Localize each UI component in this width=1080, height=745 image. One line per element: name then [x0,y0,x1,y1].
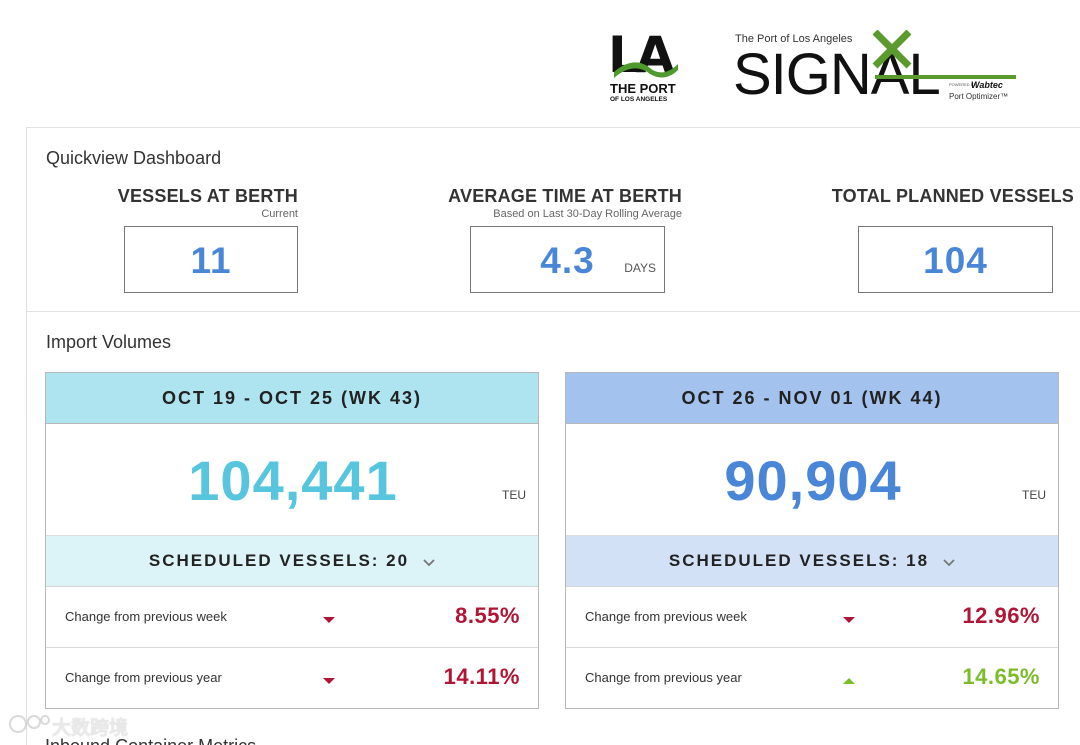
metric-box-vessels-at-berth[interactable]: 11 [124,226,298,293]
week-teu-value: 104,441 [188,449,398,512]
watermark: 大数跨境 [8,710,148,739]
week-teu-unit: TEU [502,488,526,502]
import-volumes-title: Import Volumes [46,332,172,352]
metric-value: 104 [923,240,988,281]
change-value: 14.11% [443,664,520,689]
metric-title: AVERAGE TIME AT BERTH [448,186,682,206]
week-range: OCT 19 - OCT 25 (WK 43) [46,373,538,424]
inbound-container-metrics-title: Inbound Container Metrics [45,736,256,745]
signal-partner: Wabtec [971,80,1003,90]
la-logo-line1: THE PORT [610,81,676,96]
chevron-down-icon[interactable] [423,537,435,587]
metric-title: TOTAL PLANNED VESSELS [831,186,1074,206]
change-row-week: Change from previous week 8.55% [46,587,538,648]
metric-title: VESSELS AT BERTH [117,186,298,206]
week-volume: 104,441 TEU [46,424,538,536]
metric-value: 11 [190,240,232,281]
watermark-logo-icon [9,715,50,733]
scheduled-vessels-label: SCHEDULED VESSELS: 20 [148,551,410,570]
week-range: OCT 26 - NOV 01 (WK 44) [566,373,1058,424]
change-value: 8.55% [455,603,520,628]
metric-box-total-planned-vessels[interactable]: 104 [858,226,1053,293]
signal-overline: The Port of Los Angeles [735,33,853,45]
week-card-wk43: OCT 19 - OCT 25 (WK 43) 104,441 TEU SCHE… [45,372,539,709]
change-row-year: Change from previous year 14.11% [46,648,538,709]
change-label: Change from previous year [585,670,742,685]
change-label: Change from previous week [585,609,747,624]
metric-total-planned-vessels: TOTAL PLANNED VESSELS [810,186,1074,207]
metric-vessels-at-berth: VESSELS AT BERTH Current [100,186,298,220]
week-card-wk44: OCT 26 - NOV 01 (WK 44) 90,904 TEU SCHED… [565,372,1059,709]
week-teu-value: 90,904 [724,449,902,512]
signal-product: Port Optimizer™ [949,92,1009,101]
scheduled-vessels-toggle[interactable]: SCHEDULED VESSELS: 18 [566,536,1058,587]
metric-value: 4.3 [540,240,595,281]
triangle-down-icon [842,611,856,629]
triangle-down-icon [322,672,336,690]
quickview-title: Quickview Dashboard [46,148,222,168]
signal-logo[interactable]: The Port of Los Angeles SIGNAL POWERED B… [733,30,1023,108]
metric-average-time-at-berth: AVERAGE TIME AT BERTH Based on Last 30-D… [420,186,682,220]
week-teu-unit: TEU [1022,488,1046,502]
header: LA THE PORT OF LOS ANGELES The Port of L… [0,0,1080,127]
chevron-down-icon[interactable] [943,537,955,587]
signal-crane-icon [872,30,1016,79]
port-of-la-logo[interactable]: LA THE PORT OF LOS ANGELES [608,30,678,104]
triangle-up-icon [842,672,856,690]
change-label: Change from previous week [65,609,227,624]
metric-box-average-time-at-berth[interactable]: 4.3 DAYS [470,226,665,293]
metric-subtitle: Current [261,208,298,220]
triangle-down-icon [322,611,336,629]
metric-subtitle: Based on Last 30-Day Rolling Average [493,208,682,220]
scheduled-vessels-toggle[interactable]: SCHEDULED VESSELS: 20 [46,536,538,587]
metric-unit: DAYS [624,261,656,275]
la-logo-line2: OF LOS ANGELES [610,96,668,103]
change-value: 12.96% [962,603,1040,628]
week-volume: 90,904 TEU [566,424,1058,536]
change-value: 14.65% [962,664,1040,689]
scheduled-vessels-label: SCHEDULED VESSELS: 18 [668,551,930,570]
signal-powered-by: POWERED BY [949,82,977,87]
change-label: Change from previous year [65,670,222,685]
watermark-text: 大数跨境 [52,718,129,739]
la-wave-icon [614,62,678,78]
change-row-week: Change from previous week 12.96% [566,587,1058,648]
change-row-year: Change from previous year 14.65% [566,648,1058,709]
signal-wordmark: SIGNAL [733,42,941,107]
